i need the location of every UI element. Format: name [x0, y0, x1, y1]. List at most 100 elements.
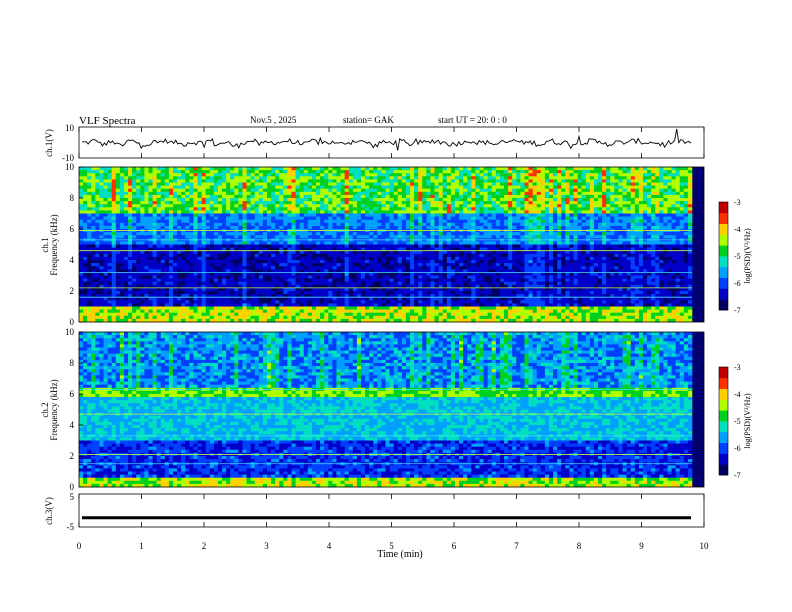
spec1-cell	[626, 176, 631, 180]
spec1-cell	[618, 210, 623, 214]
spec1-cell	[266, 263, 272, 267]
spec1-cell	[87, 179, 92, 183]
spec1-cell	[634, 191, 640, 196]
spec1-cell	[332, 201, 337, 205]
spec1-cell	[655, 185, 660, 189]
spec1-cell	[128, 260, 133, 264]
spec1-cell	[405, 213, 411, 217]
spec1-cell	[79, 194, 84, 199]
spec1-cell	[103, 225, 108, 230]
spec1-cell	[262, 207, 268, 211]
spec1-cell	[418, 222, 423, 227]
spec1-cell	[197, 207, 202, 211]
spec1-cell	[405, 260, 411, 264]
spec1-cell	[683, 235, 689, 239]
spec1-cell	[642, 207, 648, 211]
spec1-cell	[536, 176, 542, 180]
spec1-cell	[430, 260, 435, 264]
spec1-cell	[508, 182, 513, 186]
spec1-cell	[95, 191, 100, 196]
spec1-cell	[266, 167, 272, 171]
spec1-cell	[164, 219, 170, 224]
spec1-cell	[275, 260, 280, 264]
spec1-cell	[189, 167, 194, 171]
spec1-cell	[320, 207, 325, 211]
spec1-cell	[209, 256, 215, 261]
spec1-cell	[185, 266, 190, 270]
spec1-cell	[524, 232, 529, 236]
spec1-cell	[536, 207, 542, 211]
spec1-cell	[561, 198, 566, 202]
spec1-cell	[589, 263, 595, 267]
spec1-cell	[369, 241, 374, 245]
spec1-cell	[271, 250, 276, 255]
spec1-cell	[630, 222, 636, 227]
spec1-cell	[181, 201, 186, 205]
spec1-cell	[410, 260, 415, 264]
spec1-cell	[393, 235, 399, 239]
spec1-cell	[291, 253, 296, 258]
spec1-cell	[405, 167, 411, 171]
spec1-cell	[352, 194, 358, 199]
spec1-cell	[553, 179, 558, 183]
spec1-cell	[185, 241, 190, 245]
spec1-cell	[217, 269, 223, 273]
spec1-cell	[177, 201, 182, 205]
spec1-cell	[495, 219, 501, 224]
spec1-cell	[373, 222, 378, 227]
spec1-cell	[602, 235, 607, 239]
spec1-cell	[262, 244, 268, 248]
spec1-cell	[291, 176, 296, 180]
spec1-cell	[553, 219, 558, 224]
spec1-cell	[177, 225, 182, 230]
spec1-cell	[132, 167, 137, 171]
spec1-cell	[250, 241, 256, 245]
spec1-cell	[103, 216, 108, 220]
spec1-cell	[667, 201, 672, 205]
spec1-cell	[201, 244, 206, 248]
spec1-cell	[508, 213, 513, 217]
spec1-cell	[532, 185, 538, 189]
spec1-cell	[450, 213, 456, 217]
spec1-cell	[226, 222, 231, 227]
spec1-cell	[487, 210, 493, 214]
spec1-cell	[258, 225, 264, 230]
spec1-cell	[254, 204, 260, 208]
spec1-cell	[467, 232, 472, 236]
spec1-cell	[119, 204, 125, 208]
spec1-cell	[426, 216, 431, 220]
spec1-cell	[687, 167, 693, 171]
spec1-cell	[299, 207, 305, 211]
spec1-cell	[577, 263, 582, 267]
spec1-cell	[524, 207, 529, 211]
spec1-cell	[275, 232, 280, 236]
spec1-cell	[459, 241, 464, 245]
spec1-cell	[123, 225, 129, 230]
spec1-cell	[540, 216, 546, 220]
spec1-cell	[99, 263, 104, 267]
spec1-cell	[622, 266, 627, 270]
spec1-cell	[418, 256, 423, 261]
spec1-cell	[508, 167, 513, 171]
spec1-cell	[369, 266, 374, 270]
spec1-cell	[242, 188, 247, 193]
spec1-cell	[230, 216, 235, 220]
spec1-cell	[598, 176, 603, 180]
spec1-cell	[111, 182, 117, 186]
spec1-cell	[373, 167, 378, 171]
spec1-cell	[230, 207, 235, 211]
spec1-cell	[540, 225, 546, 230]
spec1-cell	[213, 213, 219, 217]
spec1-cell	[626, 241, 631, 245]
spec1-cell	[242, 216, 247, 220]
spec1-cell	[213, 201, 219, 205]
spec1-cell	[328, 235, 333, 239]
spec1-cell	[463, 213, 468, 217]
spec1-cell	[217, 232, 223, 236]
spec1-cell	[499, 250, 505, 255]
spec1-cell	[328, 225, 333, 230]
spec1-cell	[266, 213, 272, 217]
spec1-cell	[246, 204, 251, 208]
spec1-cell	[491, 225, 497, 230]
spec1-cell	[536, 185, 542, 189]
